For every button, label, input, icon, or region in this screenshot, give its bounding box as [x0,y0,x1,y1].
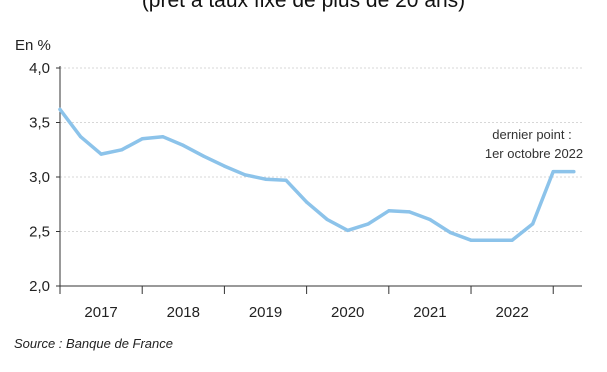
x-tick-label: 2020 [331,304,364,321]
data-point [510,238,514,242]
x-tick-labels: 2017 2018 2019 2020 2021 2022 [84,304,528,321]
y-tick-label: 4,0 [29,60,50,77]
x-tick-label: 2019 [249,304,282,321]
data-point [407,210,411,214]
chart-title: (prêt à taux fixe de plus de 20 ans) [141,0,466,12]
data-point [222,164,227,168]
x-tick-label: 2021 [413,304,446,321]
data-point [387,209,391,213]
data-point [140,137,144,141]
data-point [572,169,576,174]
data-point [78,135,83,139]
data-point [551,169,555,174]
annotation-line-2: 1er octobre 2022 [485,146,583,161]
data-point [366,222,370,226]
data-point [181,143,185,147]
grid-lines [60,67,582,232]
series [58,107,576,242]
data-point [202,154,206,158]
rate-series-line [58,107,576,242]
y-tick-labels: 4,0 3,5 3,0 2,5 2,0 [29,60,50,295]
data-point [161,135,165,139]
data-point [428,217,432,222]
y-tick-label: 3,0 [29,169,50,186]
data-point [346,228,350,233]
data-point [99,152,103,156]
x-tick-label: 2022 [495,304,528,321]
data-point [325,217,329,222]
data-point [263,177,268,181]
data-point [531,222,535,226]
data-point [448,230,453,235]
axes [56,66,582,294]
annotation: dernier point : 1er octobre 2022 [485,127,583,161]
data-point [469,238,473,242]
y-tick-label: 3,5 [29,115,50,132]
x-tick-label: 2017 [84,304,117,321]
annotation-line-1: dernier point : [492,127,572,142]
data-point [58,107,62,112]
data-point [489,238,494,242]
y-tick-label: 2,0 [29,278,50,295]
data-point [305,200,309,204]
data-point [284,178,288,182]
x-tick-label: 2018 [167,304,200,321]
source-note: Source : Banque de France [14,336,173,351]
y-tick-label: 2,5 [29,224,50,241]
y-axis-unit-label: En % [15,37,51,54]
data-point [243,173,247,177]
data-point [120,148,124,152]
